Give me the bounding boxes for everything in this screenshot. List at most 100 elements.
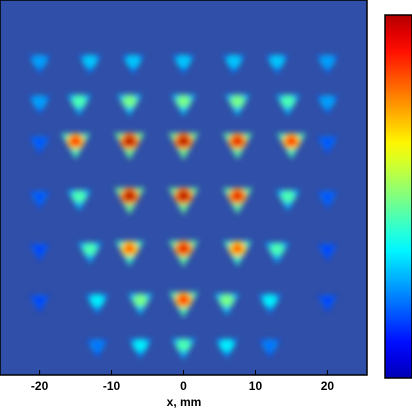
spot-core [324, 297, 331, 304]
spot-core [93, 296, 102, 304]
spot-core [178, 295, 189, 305]
spot [316, 55, 339, 75]
spot [317, 136, 338, 155]
spot-core [93, 342, 101, 349]
spot-core [178, 191, 189, 201]
spot-core [178, 136, 189, 146]
spot [29, 244, 50, 262]
spot-core [124, 244, 135, 254]
spot-core [265, 296, 274, 304]
spot-core [179, 57, 188, 65]
spot-core [35, 57, 44, 65]
spot [222, 55, 245, 75]
spot-core [273, 57, 281, 65]
spot [225, 94, 250, 117]
spot-core [74, 97, 84, 105]
colorbar [384, 14, 412, 379]
spot [29, 136, 50, 155]
spot-core [74, 192, 84, 201]
spot-core [36, 138, 44, 146]
spot [259, 339, 281, 359]
spot-core [323, 57, 332, 65]
x-tick-label: 0 [180, 379, 187, 393]
spot-core [125, 97, 134, 106]
spot [316, 95, 339, 115]
spot [168, 240, 199, 268]
spot [317, 244, 338, 262]
spot-core [70, 136, 81, 146]
spot [222, 133, 253, 160]
spot-core [233, 97, 242, 106]
spot [275, 94, 300, 117]
spot-core [129, 57, 137, 65]
spot [114, 187, 145, 215]
spot [67, 94, 92, 117]
spot [171, 94, 196, 117]
spot-core [179, 341, 188, 349]
spot-core [85, 245, 95, 253]
spot [317, 191, 338, 210]
spot-core [232, 191, 243, 201]
spot-core [266, 342, 274, 349]
spot-core [324, 246, 331, 253]
spot-core [36, 193, 44, 200]
spot-core [136, 296, 145, 305]
spot [127, 293, 153, 316]
spot [214, 293, 240, 316]
spot-core [323, 98, 332, 105]
spot [128, 339, 152, 360]
spot-core [86, 57, 94, 65]
spot [114, 132, 145, 160]
spot-core [283, 97, 293, 105]
spot-core [36, 246, 43, 253]
spot-core [323, 138, 331, 146]
spot [117, 94, 142, 117]
spot-core [232, 244, 243, 254]
spot [172, 55, 195, 75]
spot-core [124, 191, 135, 201]
spot [168, 292, 199, 318]
spot-core [286, 136, 297, 146]
spot [86, 339, 108, 359]
spot [265, 55, 289, 75]
spot-core [283, 192, 293, 201]
spot [29, 295, 50, 313]
spot [77, 242, 102, 264]
spot-core [124, 136, 135, 146]
spot [317, 295, 338, 313]
spot [28, 55, 51, 75]
spot [265, 242, 290, 264]
x-axis-label: x, mm [167, 395, 202, 409]
spot-core [222, 296, 231, 305]
spot-core [230, 57, 238, 65]
spot [78, 55, 102, 75]
spot [222, 187, 253, 215]
spot-layer [28, 55, 339, 360]
x-tick-label: -10 [103, 379, 121, 393]
spot-core [222, 341, 231, 349]
spot-core [272, 245, 282, 253]
spot [168, 132, 199, 160]
spot-core [36, 297, 43, 304]
spot [67, 189, 92, 212]
spot [115, 241, 144, 267]
spot [28, 95, 51, 115]
spot-core [136, 341, 145, 349]
spot [60, 133, 91, 160]
spot-core [35, 98, 44, 105]
spot [276, 133, 307, 160]
x-tick-label: -20 [31, 379, 49, 393]
spot [85, 294, 109, 315]
spot-core [178, 244, 189, 254]
spot [29, 191, 50, 210]
spot [168, 187, 199, 215]
spot [223, 241, 252, 267]
x-tick-label: 20 [321, 379, 335, 393]
spot [258, 294, 282, 315]
spot-core [323, 193, 331, 200]
spot-core [179, 97, 188, 106]
spot [215, 339, 239, 360]
spot-core [232, 136, 243, 146]
spot [122, 55, 145, 75]
